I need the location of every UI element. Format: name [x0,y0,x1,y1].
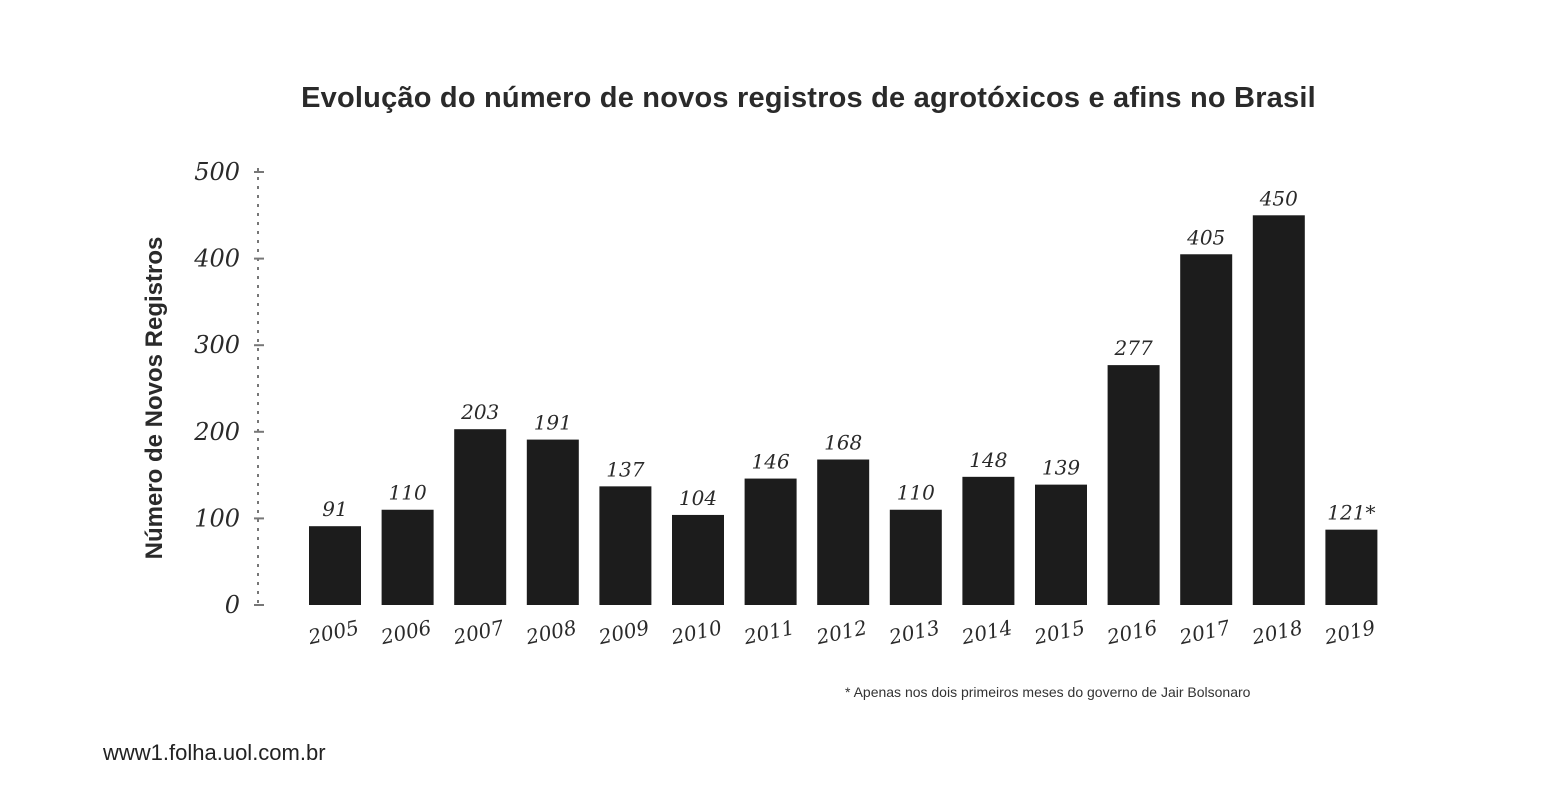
bar-2017 [1180,254,1233,605]
x-tick-label-2010: 2010 [668,615,724,649]
x-tick-label-2019: 2019 [1322,615,1378,649]
x-tick-label-2007: 2007 [450,615,506,649]
data-label-2014: 148 [969,448,1007,472]
bar-2008 [526,439,579,605]
data-label-2015: 139 [1042,456,1080,480]
x-tick-label-2017: 2017 [1176,615,1232,649]
y-tick-label: 300 [194,331,240,359]
data-label-2018: 450 [1259,186,1298,210]
y-tick-label: 200 [193,418,240,446]
bar-2012 [817,459,870,605]
data-label-2019: 121* [1327,501,1375,525]
bar-2015 [1035,484,1087,605]
bar-2016 [1107,365,1160,605]
x-tick-label-2014: 2014 [959,615,1015,649]
bar-2011 [744,478,797,605]
data-label-2017: 405 [1186,225,1225,249]
data-label-2005: 91 [322,497,347,521]
y-tick-label: 0 [225,591,240,619]
bar-2014 [962,476,1015,605]
x-tick-label-2013: 2013 [886,615,942,649]
data-label-2016: 277 [1114,336,1153,360]
data-label-2012: 168 [824,431,862,455]
data-label-2010: 104 [679,486,717,510]
x-tick-label-2009: 2009 [596,615,652,649]
bar-2005 [309,526,361,605]
y-tick-label: 500 [194,158,240,186]
x-tick-label-2008: 2008 [523,615,579,649]
x-tick-label-2005: 2005 [305,615,361,649]
bar-2007 [454,429,507,605]
bar-2019 [1325,529,1378,605]
footnote: * Apenas nos dois primeiros meses do gov… [845,684,1251,700]
data-label-2009: 137 [606,457,644,481]
bar-2009 [599,486,652,605]
source-credit: www1.folha.uol.com.br [103,740,326,765]
data-label-2011: 146 [752,450,790,474]
bar-2006 [381,509,434,605]
x-tick-label-2011: 2011 [741,615,797,649]
data-label-2007: 203 [460,400,499,424]
x-tick-label-2006: 2006 [378,615,434,649]
x-tick-label-2016: 2016 [1104,615,1160,649]
bar-2018 [1252,215,1305,606]
chart-title: Evolução do número de novos registros de… [301,82,1316,114]
data-label-2013: 110 [897,481,935,505]
y-tick-label: 100 [194,504,240,532]
y-tick-label: 400 [193,245,240,273]
x-tick-label-2018: 2018 [1249,615,1305,649]
bar-2010 [672,514,724,605]
bar-2013 [889,509,942,605]
x-tick-label-2012: 2012 [813,615,869,649]
data-label-2008: 191 [534,411,572,435]
data-label-2006: 110 [389,481,427,505]
x-tick-label-2015: 2015 [1031,615,1087,649]
